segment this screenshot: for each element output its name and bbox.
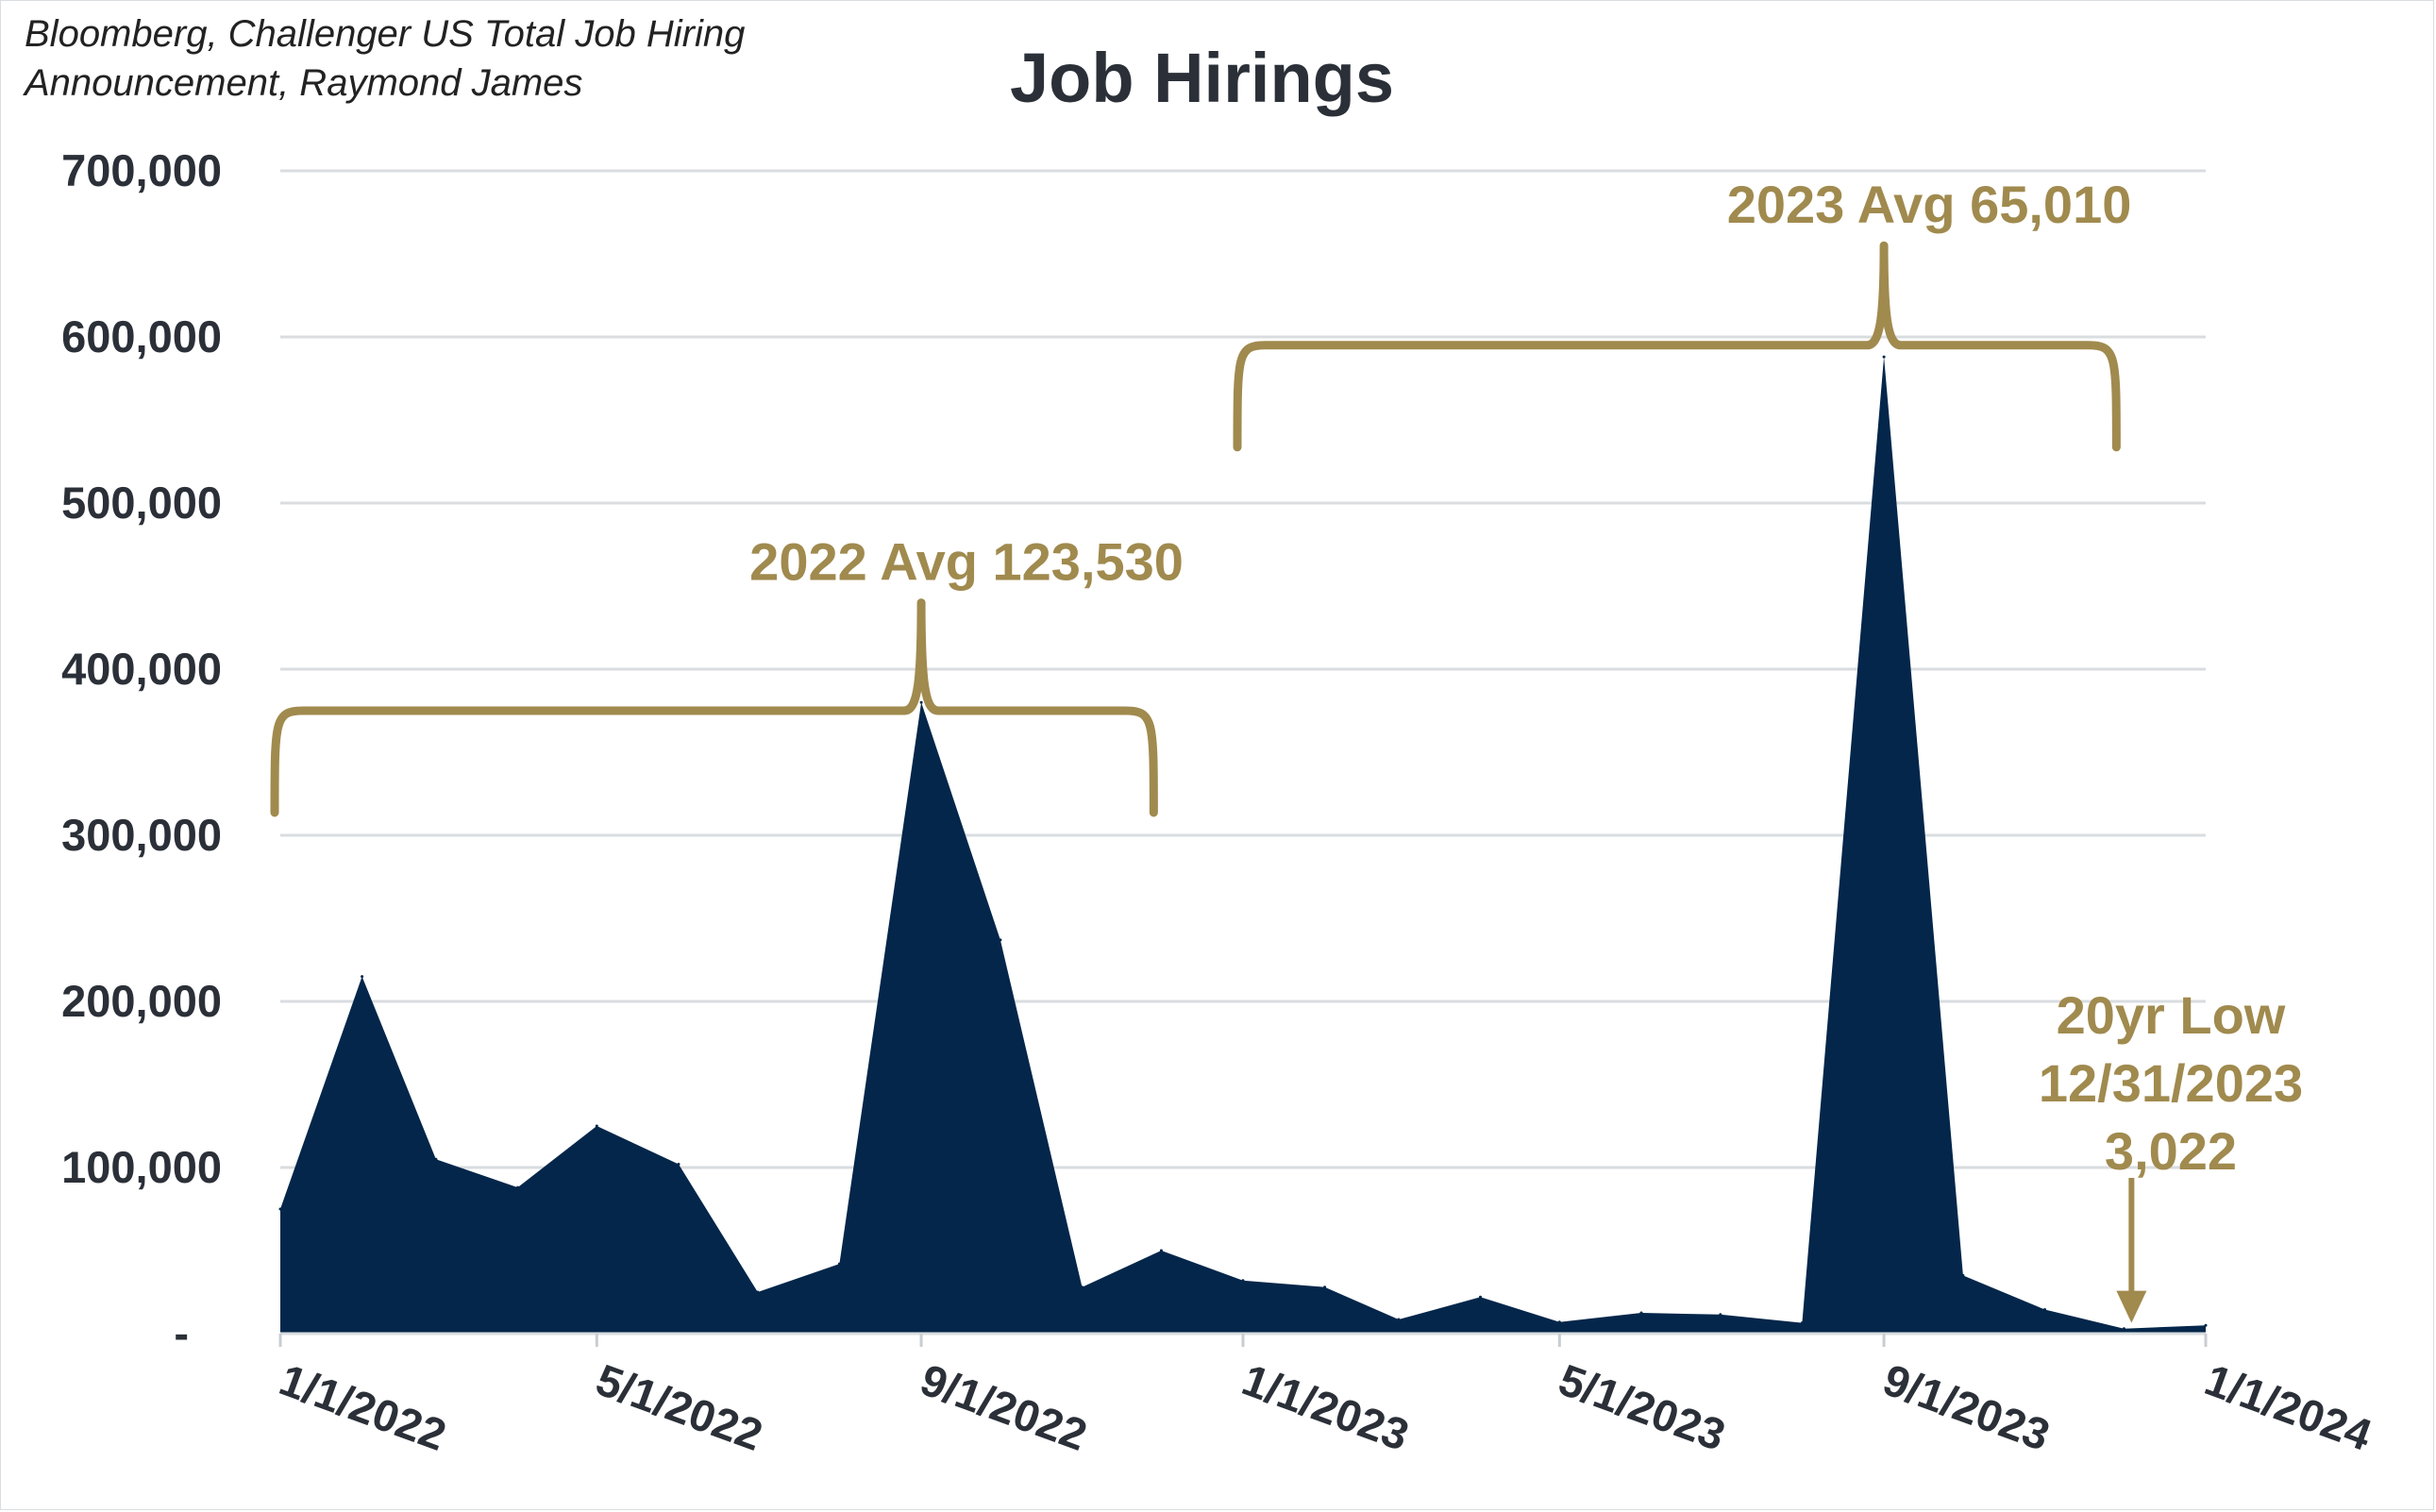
y-tick-label: 100,000 (61, 1142, 222, 1192)
avg-2022-label: 2022 Avg 123,530 (749, 532, 1184, 592)
data-point (1081, 1285, 1084, 1289)
low-label-line: 12/31/2023 (2039, 1053, 2303, 1113)
data-point (1241, 1279, 1245, 1283)
data-point (2204, 1323, 2208, 1327)
x-tick-label: 9/1/2022 (915, 1354, 1094, 1460)
data-point (1557, 1320, 1561, 1324)
y-tick-label: 500,000 (61, 478, 222, 528)
data-point (278, 1207, 282, 1211)
data-point (1800, 1321, 1804, 1325)
data-point (919, 700, 923, 704)
low-label-line: 3,022 (2105, 1121, 2237, 1181)
x-tick-label: 5/1/2022 (590, 1354, 769, 1460)
annotations: 2022 Avg 123,530 2023 Avg 65,010 20yr Low 1… (270, 175, 2303, 1323)
low-label-line: 20yr Low (2057, 985, 2286, 1045)
x-tick-label: 1/1/2022 (274, 1354, 453, 1460)
source-note: Bloomberg, Challenger US Total Job Hirin… (25, 13, 746, 104)
data-point (516, 1185, 519, 1189)
data-point (837, 1262, 841, 1266)
data-point (595, 1124, 598, 1128)
data-point (1159, 1249, 1163, 1252)
y-tick-label: 400,000 (61, 644, 222, 694)
data-point (1961, 1273, 1965, 1277)
area-fill (280, 357, 2206, 1335)
x-tick-label: 1/1/2023 (1236, 1354, 1416, 1460)
y-tick-label: 300,000 (61, 810, 222, 860)
x-tick-label: 1/1/2024 (2199, 1354, 2378, 1460)
data-point (1639, 1311, 1643, 1315)
x-tick-label: 9/1/2023 (1877, 1354, 2057, 1460)
data-point (1719, 1313, 1722, 1317)
avg-2022-brace (270, 598, 1158, 817)
y-tick-label: 600,000 (61, 311, 222, 361)
data-point (361, 975, 364, 979)
avg-2023-label: 2023 Avg 65,010 (1727, 175, 2132, 234)
data-point (2043, 1308, 2046, 1311)
y-tick-label: 200,000 (61, 976, 222, 1026)
data-point (1882, 355, 1886, 359)
data-point (677, 1163, 680, 1166)
y-tick-label: 700,000 (61, 145, 222, 195)
data-point (2122, 1327, 2125, 1331)
chart-title: Job Hirings (1010, 39, 1395, 117)
low-arrow-head (2116, 1290, 2147, 1323)
y-axis-ticks: - 100,000 200,000 300,000 400,000 500,000 600,… (61, 145, 222, 1358)
data-point (1323, 1285, 1327, 1289)
y-tick-label: - (174, 1308, 189, 1358)
data-point (1479, 1295, 1482, 1299)
x-tick-label: 5/1/2023 (1553, 1354, 1732, 1460)
avg-2023-brace (1233, 241, 2121, 452)
data-point (434, 1157, 438, 1161)
data-point (999, 938, 1002, 942)
x-axis-ticks: 1/1/2022 5/1/2022 9/1/2022 1/1/2023 5/1/2023… (274, 1334, 2378, 1460)
data-point (1397, 1318, 1401, 1321)
data-point (756, 1290, 760, 1294)
